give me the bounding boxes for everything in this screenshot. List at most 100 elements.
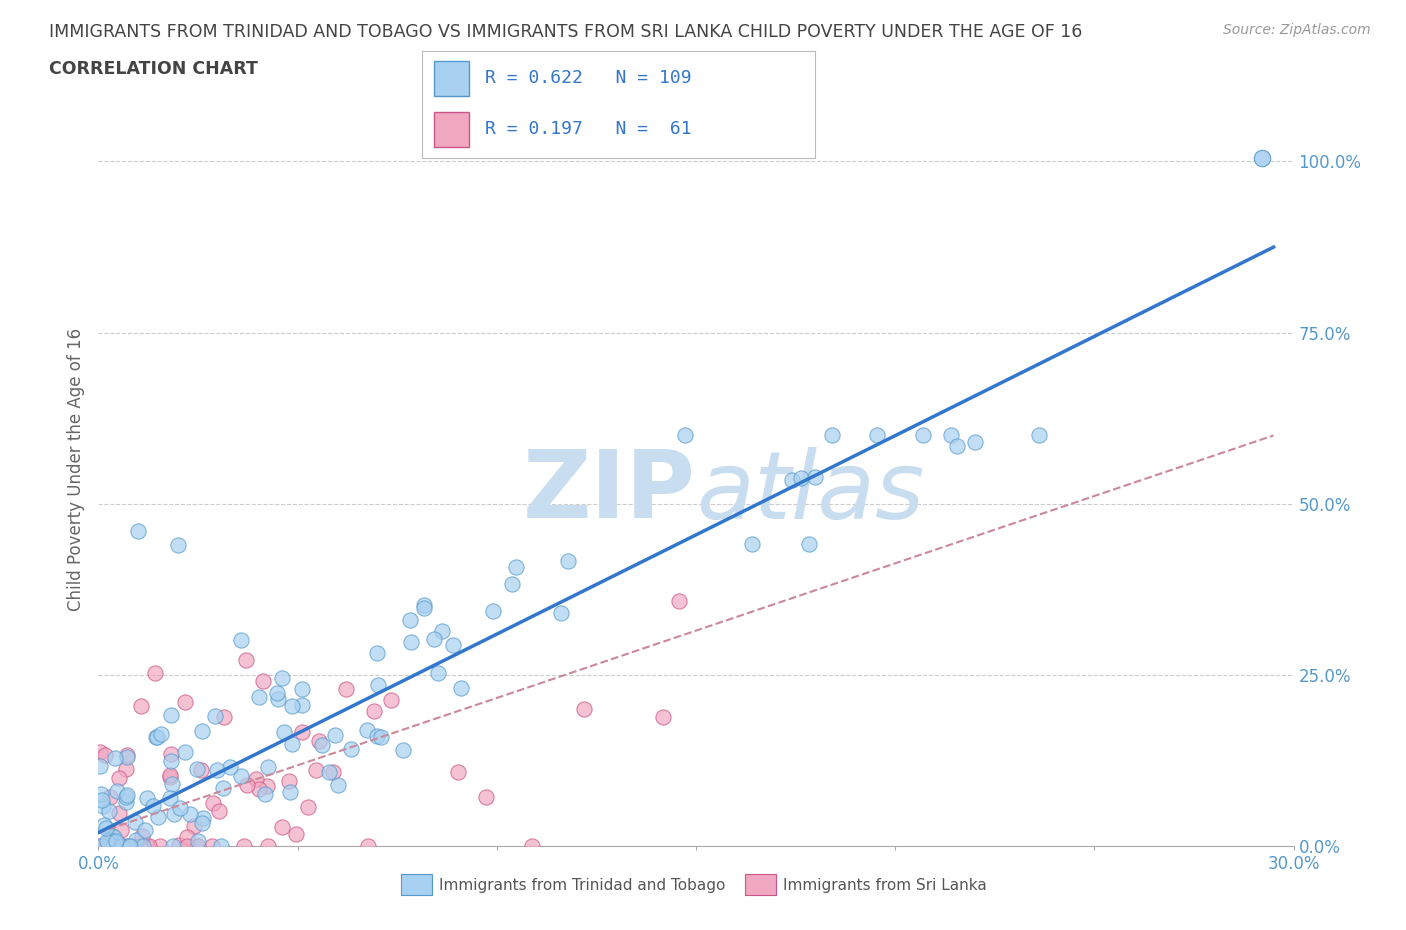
Point	[91, 839, 114, 854]
Point	[97, 804, 120, 818]
Point	[797, 537, 820, 551]
Point	[117, 839, 139, 854]
Point	[136, 790, 159, 805]
Point	[356, 723, 378, 737]
Point	[219, 760, 242, 775]
Point	[160, 753, 183, 768]
Point	[187, 839, 209, 854]
Point	[183, 818, 205, 833]
Point	[357, 839, 380, 854]
Text: Source: ZipAtlas.com: Source: ZipAtlas.com	[1223, 23, 1371, 37]
Point	[103, 835, 125, 850]
Point	[366, 728, 388, 743]
Point	[118, 839, 141, 854]
Point	[129, 698, 152, 713]
Point	[149, 839, 172, 854]
Point	[129, 839, 152, 854]
Point	[89, 759, 111, 774]
Point	[322, 764, 344, 779]
Point	[105, 839, 128, 854]
Y-axis label: Child Poverty Under the Age of 16: Child Poverty Under the Age of 16	[66, 328, 84, 611]
Point	[557, 554, 579, 569]
Point	[96, 839, 118, 854]
Point	[367, 678, 389, 693]
Point	[235, 777, 257, 792]
Point	[413, 597, 436, 612]
Point	[256, 760, 278, 775]
Point	[804, 470, 827, 485]
Point	[340, 741, 363, 756]
Point	[145, 729, 167, 744]
Point	[124, 815, 146, 830]
Point	[115, 790, 138, 804]
Point	[505, 559, 527, 574]
Point	[363, 703, 385, 718]
Point	[318, 764, 340, 779]
Point	[328, 777, 350, 792]
Point	[167, 837, 190, 852]
Point	[208, 804, 231, 818]
Point	[520, 839, 543, 854]
Point	[163, 806, 186, 821]
Point	[108, 805, 131, 820]
Point	[176, 839, 198, 854]
Point	[266, 685, 288, 700]
Point	[167, 538, 190, 552]
Point	[273, 724, 295, 739]
Point	[121, 839, 143, 854]
Point	[245, 772, 267, 787]
Point	[297, 800, 319, 815]
Point	[93, 747, 115, 762]
Point	[281, 698, 304, 713]
Point	[138, 839, 160, 854]
Point	[150, 726, 173, 741]
Point	[422, 631, 444, 646]
Point	[441, 637, 464, 652]
Point	[941, 428, 963, 443]
Point	[501, 577, 523, 591]
Point	[103, 830, 125, 844]
Text: R = 0.622   N = 109: R = 0.622 N = 109	[485, 70, 692, 87]
Point	[229, 769, 252, 784]
Point	[176, 830, 198, 844]
Point	[125, 832, 148, 847]
Point	[159, 790, 181, 805]
Point	[256, 778, 278, 793]
Point	[370, 730, 392, 745]
Point	[446, 764, 468, 779]
Point	[285, 826, 308, 841]
Point	[550, 606, 572, 621]
Point	[399, 634, 422, 649]
Point	[204, 709, 226, 724]
Point	[308, 734, 330, 749]
Point	[278, 774, 301, 789]
Point	[252, 673, 274, 688]
Point	[169, 800, 191, 815]
Point	[162, 839, 184, 854]
Point	[253, 786, 276, 801]
Point	[190, 816, 212, 830]
Point	[247, 782, 270, 797]
Point	[311, 737, 333, 752]
Point	[741, 537, 763, 551]
Point	[651, 710, 673, 724]
Point	[127, 524, 149, 538]
Point	[91, 792, 114, 807]
Point	[780, 472, 803, 487]
Point	[145, 666, 167, 681]
Point	[115, 762, 138, 777]
Point	[174, 695, 197, 710]
Point	[233, 839, 256, 854]
Text: Immigrants from Sri Lanka: Immigrants from Sri Lanka	[783, 878, 987, 893]
Point	[146, 730, 169, 745]
Point	[271, 819, 294, 834]
Point	[142, 798, 165, 813]
Point	[89, 744, 111, 759]
Text: atlas: atlas	[696, 446, 924, 538]
Point	[101, 829, 124, 844]
Bar	[433, 113, 470, 148]
Point	[911, 428, 934, 443]
Point	[186, 761, 208, 776]
Text: CORRELATION CHART: CORRELATION CHART	[49, 60, 259, 78]
Point	[111, 839, 134, 854]
